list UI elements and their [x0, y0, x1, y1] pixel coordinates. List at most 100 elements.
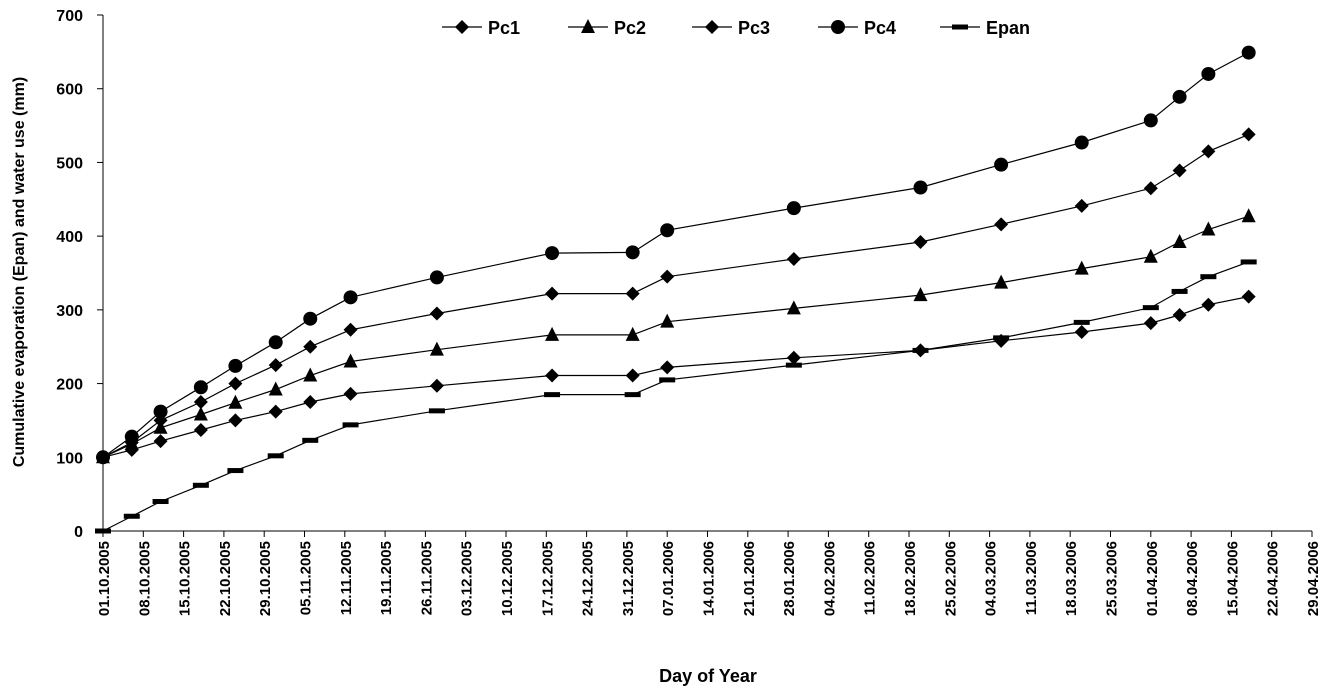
data-point-pc3 — [1143, 181, 1158, 196]
x-tick-label: 10.12.2005 — [499, 541, 516, 616]
legend-label: Pc1 — [488, 18, 520, 38]
data-point-epan — [192, 482, 209, 488]
data-point-epan — [95, 528, 111, 534]
x-tick-label: 12.11.2005 — [338, 541, 355, 615]
x-tick-label: 31.12.2005 — [620, 541, 637, 616]
data-point-epan — [227, 468, 244, 474]
data-point-epan — [152, 499, 169, 505]
legend-item-pc3: Pc3 — [692, 18, 770, 38]
data-point-pc4 — [994, 157, 1009, 172]
series-line-epan — [102, 261, 1249, 532]
legend-item-pc2: Pc2 — [568, 18, 646, 38]
data-point-pc3 — [786, 251, 801, 266]
data-point-pc3 — [660, 269, 675, 284]
x-tick-label: 15.10.2005 — [177, 541, 194, 616]
x-tick-label: 07.01.2006 — [660, 541, 677, 616]
data-point-epan — [302, 437, 319, 443]
data-point-epan — [267, 453, 284, 459]
data-point-pc2 — [1201, 221, 1216, 236]
y-tick-label: 0 — [74, 524, 83, 541]
data-point-pc2 — [343, 353, 358, 368]
data-point-pc2 — [913, 287, 928, 302]
data-point-pc4 — [1074, 135, 1089, 150]
data-point-epan — [993, 335, 1010, 341]
data-point-epan — [1142, 305, 1159, 311]
legend-label: Pc2 — [614, 18, 646, 38]
x-tick-label: 18.03.2006 — [1063, 541, 1080, 616]
x-tick-label: 25.02.2006 — [942, 541, 959, 616]
data-point-epan — [1240, 259, 1257, 265]
series-line-pc4 — [102, 52, 1249, 458]
x-tick-label: 14.01.2006 — [701, 541, 718, 616]
data-point-pc4 — [124, 429, 139, 444]
series-layer — [95, 45, 1257, 534]
data-point-pc4 — [303, 311, 318, 326]
data-point-epan — [544, 392, 561, 398]
data-point-pc1 — [1172, 308, 1187, 323]
x-tick-label: 01.10.2005 — [96, 541, 113, 616]
data-point-epan — [123, 513, 140, 519]
data-point-pc1 — [545, 368, 560, 383]
legend-item-pc1: Pc1 — [442, 18, 520, 38]
series-pc1 — [96, 289, 1256, 465]
data-point-pc1 — [268, 404, 283, 419]
x-tick-label: 15.04.2006 — [1224, 541, 1241, 616]
data-point-pc1 — [1241, 289, 1256, 304]
data-point-pc1 — [625, 368, 640, 383]
data-point-pc2 — [545, 326, 560, 341]
data-point-epan — [1171, 288, 1188, 294]
legend-marker — [705, 20, 719, 34]
data-point-pc3 — [303, 339, 318, 354]
legend-label: Pc3 — [738, 18, 770, 38]
series-line-pc2 — [102, 215, 1249, 458]
data-point-pc2 — [660, 313, 675, 328]
legend-marker — [455, 20, 469, 34]
legend-item-epan: Epan — [940, 18, 1030, 38]
series-epan — [95, 259, 1257, 534]
x-tick-label: 28.01.2006 — [781, 541, 798, 616]
x-tick-label: 22.04.2006 — [1265, 541, 1282, 616]
x-tick-label: 04.02.2006 — [821, 541, 838, 616]
x-tick-label: 04.03.2006 — [983, 541, 1000, 616]
x-tick-label: 26.11.2005 — [418, 541, 435, 615]
x-tick-label: 19.11.2005 — [378, 541, 395, 615]
data-point-pc4 — [1241, 45, 1256, 60]
data-point-pc2 — [994, 274, 1009, 289]
series-pc4 — [96, 45, 1256, 465]
data-point-epan — [428, 408, 445, 414]
data-point-pc4 — [228, 358, 243, 373]
data-point-pc3 — [545, 286, 560, 301]
data-point-pc4 — [786, 201, 801, 216]
data-point-pc4 — [96, 450, 110, 465]
data-point-pc4 — [193, 380, 208, 395]
x-tick-label: 01.04.2006 — [1144, 541, 1161, 616]
data-point-pc3 — [268, 358, 283, 373]
y-tick-label: 600 — [56, 82, 83, 99]
series-pc3 — [96, 127, 1256, 465]
x-tick-label: 17.12.2005 — [539, 541, 556, 616]
data-point-pc2 — [228, 394, 243, 409]
x-tick-label: 22.10.2005 — [217, 541, 234, 616]
x-tick-label: 21.01.2006 — [741, 541, 758, 616]
data-point-pc4 — [153, 404, 168, 419]
x-tick-label: 29.04.2006 — [1305, 541, 1322, 616]
data-point-pc4 — [545, 246, 560, 261]
data-point-pc3 — [1241, 127, 1256, 142]
data-point-epan — [912, 347, 929, 353]
x-axis: 01.10.2005 08.10.2005 15.10.2005 22.10.2005… — [96, 530, 1322, 616]
data-point-pc1 — [429, 378, 444, 393]
data-point-pc1 — [343, 386, 358, 401]
x-tick-label: 29.10.2005 — [257, 541, 274, 616]
data-point-pc4 — [625, 245, 640, 260]
data-point-pc2 — [1241, 208, 1256, 223]
data-point-pc2 — [625, 326, 640, 341]
data-point-pc3 — [625, 286, 640, 301]
series-line-pc3 — [102, 133, 1249, 458]
x-tick-label: 11.03.2006 — [1023, 541, 1040, 615]
data-point-pc3 — [1201, 144, 1216, 159]
data-point-epan — [624, 392, 641, 398]
y-tick-label: 700 — [56, 8, 83, 25]
x-tick-label: 08.10.2005 — [136, 541, 153, 616]
x-tick-label: 03.12.2005 — [459, 541, 476, 616]
